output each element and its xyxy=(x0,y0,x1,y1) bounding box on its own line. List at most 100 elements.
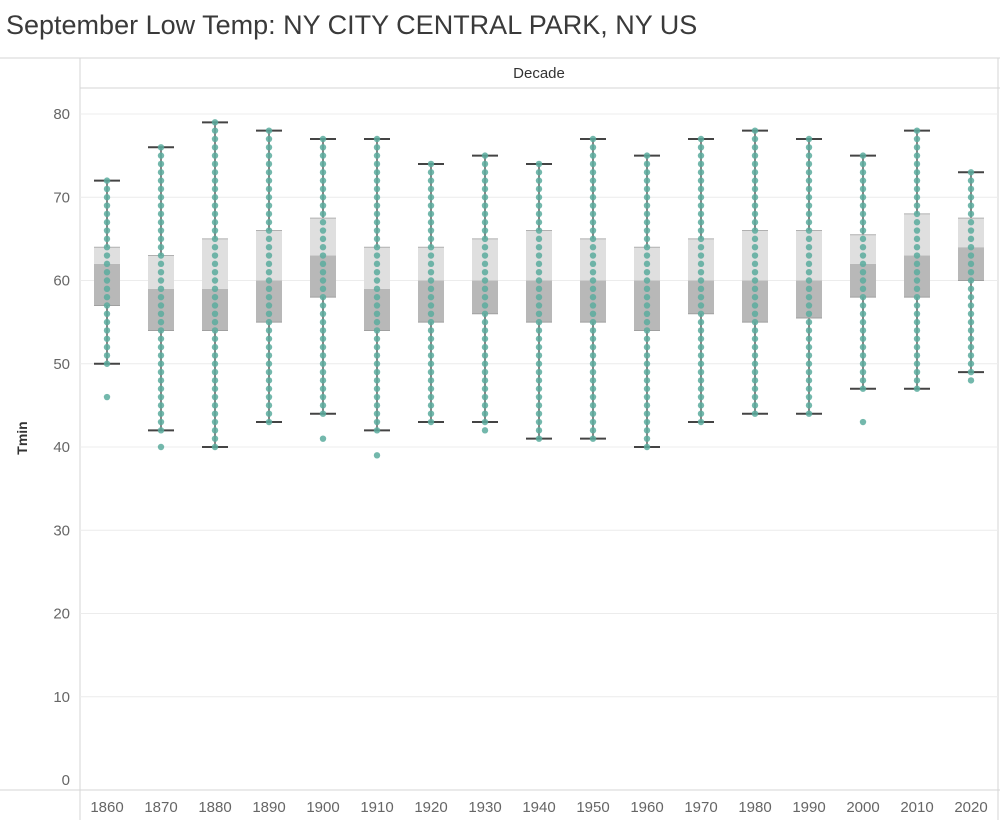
data-point xyxy=(481,219,489,226)
data-point xyxy=(751,385,759,392)
y-tick-label: 20 xyxy=(53,606,70,623)
data-point xyxy=(967,335,975,342)
data-point xyxy=(211,343,219,351)
data-point xyxy=(319,252,327,259)
decade-box-1890 xyxy=(256,127,282,426)
data-point xyxy=(805,368,813,376)
data-point xyxy=(535,285,543,293)
data-point xyxy=(589,318,597,326)
data-point xyxy=(697,268,705,276)
data-point xyxy=(805,377,813,384)
data-point xyxy=(481,194,489,201)
data-point xyxy=(157,252,165,259)
data-point xyxy=(967,343,975,351)
data-point xyxy=(319,335,327,342)
data-point xyxy=(751,352,759,359)
data-point xyxy=(805,393,813,401)
data-point xyxy=(697,377,705,384)
data-point xyxy=(643,368,651,376)
data-point xyxy=(967,302,975,309)
y-tick-label: 80 xyxy=(53,106,70,123)
data-point xyxy=(589,177,597,184)
data-point xyxy=(535,194,543,201)
data-point xyxy=(859,210,867,218)
y-tick-label: 40 xyxy=(53,439,70,456)
data-point xyxy=(535,210,543,218)
data-point xyxy=(535,277,543,284)
data-point xyxy=(103,227,111,234)
data-point xyxy=(157,152,165,159)
data-point xyxy=(157,169,165,176)
outlier-point xyxy=(859,418,867,426)
data-point xyxy=(535,318,543,326)
data-point xyxy=(913,210,921,218)
data-point xyxy=(481,327,489,334)
data-point xyxy=(157,202,165,209)
data-point xyxy=(427,327,435,334)
data-point xyxy=(211,144,219,151)
data-point xyxy=(589,402,597,409)
data-point xyxy=(481,177,489,184)
data-point xyxy=(913,160,921,168)
data-point xyxy=(589,410,597,417)
data-point xyxy=(805,160,813,168)
data-point xyxy=(643,402,651,409)
data-point xyxy=(643,227,651,234)
data-point xyxy=(967,185,975,193)
data-point xyxy=(319,377,327,384)
data-point xyxy=(859,160,867,168)
data-point xyxy=(535,185,543,193)
decade-box-1880 xyxy=(202,119,228,451)
data-point xyxy=(373,410,381,417)
data-point xyxy=(319,135,327,143)
data-point xyxy=(373,194,381,201)
data-point xyxy=(589,260,597,268)
data-point xyxy=(157,144,165,151)
data-point xyxy=(751,310,759,317)
data-point xyxy=(697,227,705,234)
data-point xyxy=(157,260,165,268)
data-point xyxy=(913,335,921,342)
data-point xyxy=(211,418,219,426)
data-point xyxy=(373,285,381,293)
data-point xyxy=(859,310,867,317)
data-point xyxy=(589,219,597,226)
data-point xyxy=(103,244,111,251)
data-point xyxy=(751,169,759,176)
data-point xyxy=(535,335,543,342)
data-point xyxy=(103,252,111,259)
decade-box-1980 xyxy=(742,127,768,417)
data-point xyxy=(157,268,165,276)
data-point xyxy=(805,352,813,359)
data-point xyxy=(589,385,597,392)
data-point xyxy=(697,368,705,376)
data-point xyxy=(427,285,435,293)
data-point xyxy=(319,268,327,276)
data-point xyxy=(157,343,165,351)
data-point xyxy=(319,385,327,392)
data-point xyxy=(859,194,867,201)
data-point xyxy=(913,177,921,184)
data-point xyxy=(913,135,921,143)
data-point xyxy=(103,185,111,193)
data-point xyxy=(805,385,813,392)
data-point xyxy=(589,302,597,309)
data-point xyxy=(751,194,759,201)
data-point xyxy=(967,268,975,276)
data-point xyxy=(211,268,219,276)
data-point xyxy=(751,210,759,218)
data-point xyxy=(805,318,813,326)
data-point xyxy=(427,368,435,376)
data-point xyxy=(751,277,759,284)
x-tick-label: 1870 xyxy=(144,799,177,816)
data-point xyxy=(373,302,381,309)
data-point xyxy=(427,268,435,276)
data-point xyxy=(589,327,597,334)
data-point xyxy=(481,235,489,243)
data-point xyxy=(157,377,165,384)
data-point xyxy=(319,144,327,151)
data-point xyxy=(697,244,705,251)
data-point xyxy=(265,393,273,401)
data-point xyxy=(211,402,219,409)
data-point xyxy=(211,360,219,367)
